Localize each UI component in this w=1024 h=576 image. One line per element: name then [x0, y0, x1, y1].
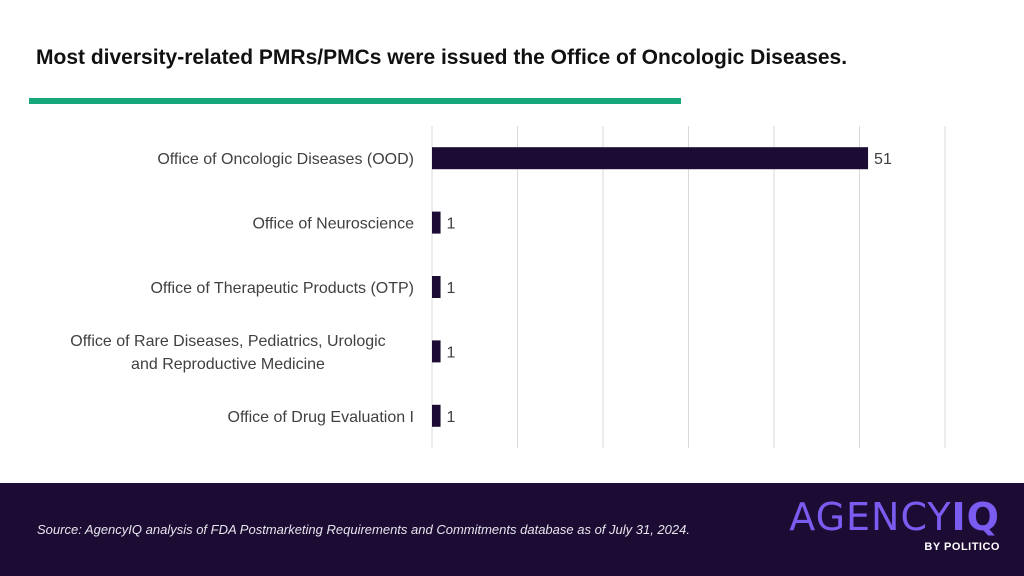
- bar-2: [432, 276, 441, 298]
- footer-band: Source: AgencyIQ analysis of FDA Postmar…: [0, 483, 1024, 576]
- bar-3: [432, 340, 441, 363]
- logo-byline: BY POLITICO: [924, 541, 1000, 553]
- data-label-3: 1: [447, 344, 456, 361]
- category-label-1: Office of Neuroscience: [252, 216, 414, 233]
- bar-1: [432, 211, 441, 234]
- chart-title: Most diversity-related PMRs/PMCs were is…: [36, 46, 848, 69]
- data-label-1: 1: [447, 216, 456, 233]
- logo-wordmark: AGENCYIQ: [789, 497, 1000, 537]
- source-note: Source: AgencyIQ analysis of FDA Postmar…: [37, 522, 690, 537]
- category-label-0: Office of Oncologic Diseases (OOD): [157, 151, 414, 168]
- logo-word-iq: IQ: [951, 495, 1000, 539]
- category-label-2: Office of Therapeutic Products (OTP): [150, 280, 414, 297]
- bar-0: [432, 147, 869, 170]
- data-label-2: 1: [447, 280, 456, 297]
- category-label-4: Office of Drug Evaluation I: [228, 409, 414, 426]
- logo-word-agency: AGENCY: [789, 495, 952, 539]
- bar-chart: 51 Office of Oncologic Diseases (OOD) 1 Off…: [70, 126, 946, 448]
- title-accent-rule: [29, 98, 681, 104]
- data-label-0: 51: [874, 151, 892, 168]
- data-label-4: 1: [447, 409, 456, 426]
- bar-4: [432, 404, 441, 427]
- category-label-3: Office of Rare Diseases, Pediatrics, Uro…: [70, 333, 385, 373]
- agencyiq-logo: AGENCYIQ BY POLITICO: [789, 497, 1000, 553]
